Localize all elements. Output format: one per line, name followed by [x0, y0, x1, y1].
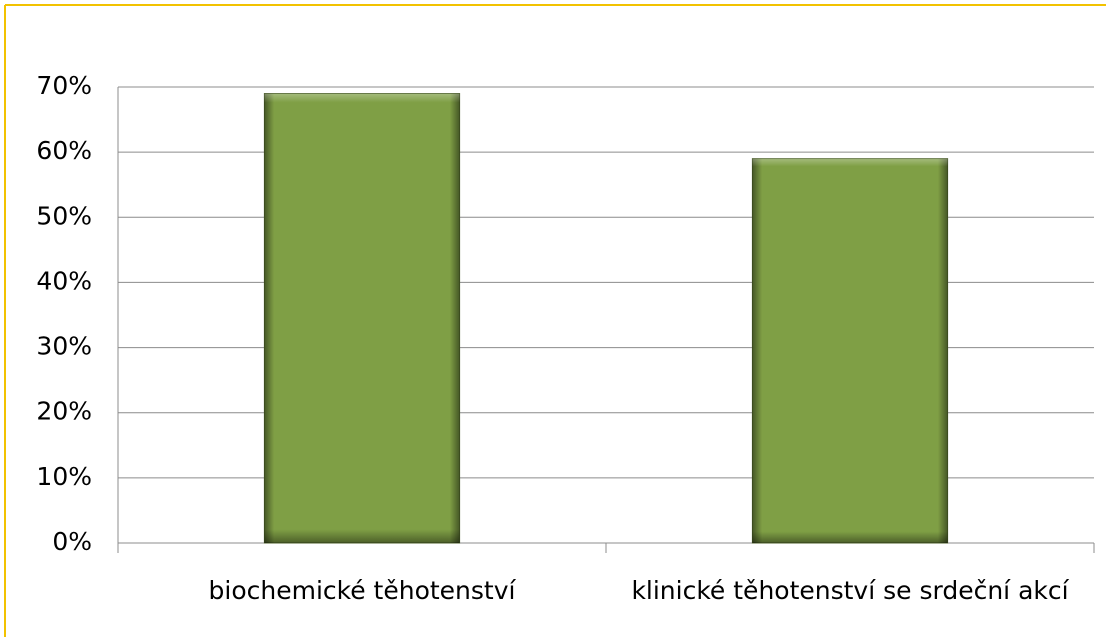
y-tick-label: 0%	[52, 527, 92, 556]
y-tick-label: 10%	[36, 462, 92, 491]
y-tick-label: 70%	[36, 71, 92, 100]
bar	[751, 158, 949, 544]
y-tick-label: 60%	[36, 136, 92, 165]
x-tick-label: biochemické těhotenství	[209, 576, 517, 605]
y-tick-label: 40%	[36, 266, 92, 295]
y-tick-label: 50%	[36, 201, 92, 230]
y-tick-label: 20%	[36, 397, 92, 426]
bar	[263, 93, 461, 544]
x-tick-label: klinické těhotenství se srdeční akcí	[631, 576, 1069, 605]
y-tick-label: 30%	[36, 332, 92, 361]
